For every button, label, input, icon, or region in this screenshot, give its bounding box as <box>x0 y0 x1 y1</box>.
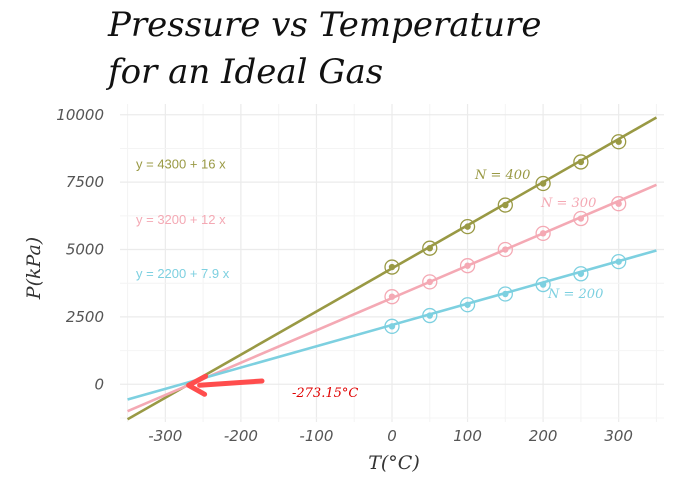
y-tick-label: 10000 <box>56 106 104 124</box>
x-tick-label: 100 <box>453 427 482 445</box>
data-point-ring <box>611 254 627 270</box>
series-name-label: N = 300 <box>540 196 596 211</box>
data-point-ring <box>422 307 438 324</box>
data-point-ring <box>573 210 589 227</box>
series-labels: y = 4300 + 16 x y = 3200 + 12 x y = 2200 +… <box>136 157 603 302</box>
data-point-ring <box>422 240 438 256</box>
data-point-ring <box>573 266 589 282</box>
chart-title-line-2: for an Ideal Gas <box>105 52 383 92</box>
y-tick-label: 5000 <box>66 241 104 259</box>
annotation: -273.15°C <box>186 373 358 401</box>
data-point-ring <box>497 197 513 213</box>
x-tick-label: 0 <box>387 427 397 445</box>
annotation-arrow-head <box>186 373 209 397</box>
equation-label: y = 4300 + 16 x <box>136 157 226 172</box>
series-name-label: N = 400 <box>474 168 530 183</box>
data-point <box>539 230 547 237</box>
x-tick-label: -100 <box>299 427 333 445</box>
data-point-ring <box>611 134 627 150</box>
equation-label: y = 3200 + 12 x <box>136 212 226 227</box>
data-point <box>426 278 433 286</box>
data-point-ring <box>611 196 627 212</box>
data-point <box>502 246 509 253</box>
x-tick-label: -300 <box>148 427 182 445</box>
data-points <box>384 134 627 334</box>
x-axis-label: T(°C) <box>368 452 420 474</box>
data-point <box>615 258 622 265</box>
x-axis-ticks: -300 -200 -100 0 100 200 300 <box>148 427 633 445</box>
data-point-ring <box>497 286 513 302</box>
data-point <box>615 138 622 145</box>
chart-title-line-1: Pressure vs Temperature <box>107 5 541 45</box>
data-point <box>464 223 471 230</box>
data-point <box>426 312 433 319</box>
annotation-arrow-shaft <box>197 378 265 388</box>
y-axis-ticks: 0 2500 5000 7500 10000 <box>56 106 104 393</box>
data-point-ring <box>535 175 551 192</box>
data-point <box>388 323 396 330</box>
data-point-ring <box>384 318 400 334</box>
annotation-label: -273.15°C <box>292 386 358 401</box>
data-point <box>615 200 622 207</box>
data-point <box>388 293 396 300</box>
data-point-ring <box>422 274 438 290</box>
data-point-ring <box>535 276 551 293</box>
x-tick-label: -200 <box>224 427 258 445</box>
data-point <box>539 180 547 187</box>
data-point <box>577 215 585 222</box>
data-point <box>577 270 585 277</box>
y-tick-label: 0 <box>94 375 104 393</box>
data-point <box>464 262 471 269</box>
data-point <box>464 301 471 308</box>
data-point-ring <box>459 218 476 235</box>
data-point-ring <box>459 297 476 313</box>
x-tick-label: 300 <box>604 427 633 445</box>
data-point-ring <box>497 241 513 258</box>
y-tick-label: 7500 <box>66 173 104 191</box>
data-point-ring <box>384 289 400 305</box>
y-tick-label: 2500 <box>66 308 104 326</box>
data-point-ring <box>459 258 476 274</box>
data-point-ring <box>573 154 589 170</box>
equation-label: y = 2200 + 7.9 x <box>136 266 230 281</box>
data-point <box>502 290 509 298</box>
data-point <box>539 281 547 288</box>
series-name-label: N = 200 <box>547 287 603 302</box>
data-point <box>577 158 585 166</box>
grid <box>120 104 664 422</box>
data-point-ring <box>535 225 551 242</box>
data-point-ring <box>384 259 400 275</box>
data-point <box>388 263 396 271</box>
data-point <box>426 244 433 252</box>
data-point <box>502 201 509 209</box>
x-tick-label: 200 <box>529 427 558 445</box>
y-axis-label: P(kPa) <box>23 237 45 300</box>
